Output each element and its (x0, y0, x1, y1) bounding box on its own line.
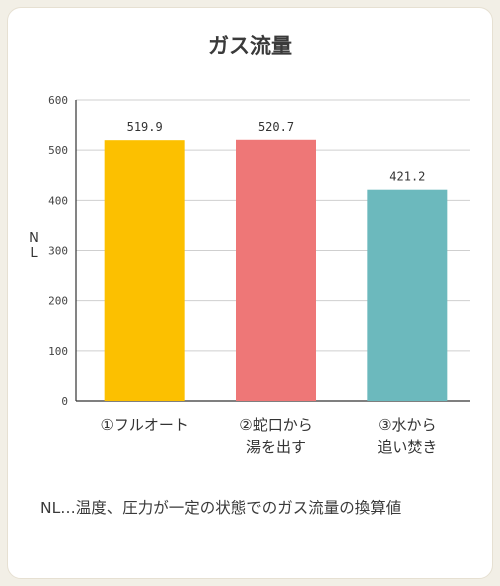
x-tick-label: ③水から追い焚き (377, 416, 437, 456)
footnote: NL…温度、圧力が一定の状態でのガス流量の換算値 (40, 499, 402, 517)
chart-title: ガス流量 (208, 34, 292, 58)
y-tick-label: 200 (48, 295, 68, 308)
y-tick-label: 300 (48, 245, 68, 258)
y-tick-label: 500 (48, 144, 68, 157)
bar (236, 139, 316, 401)
x-tick-label: ②蛇口から湯を出す (239, 416, 312, 456)
y-tick-label: 100 (48, 345, 68, 358)
data-label: 520.7 (258, 120, 294, 134)
y-tick-label: 600 (48, 94, 68, 107)
data-label: 421.2 (389, 170, 425, 184)
bar (104, 140, 185, 401)
y-tick-label: 400 (48, 194, 68, 207)
data-label: 519.9 (127, 120, 163, 134)
bar (367, 189, 448, 401)
x-tick-label: ①フルオート (100, 416, 188, 434)
y-tick-label: 0 (61, 395, 68, 408)
